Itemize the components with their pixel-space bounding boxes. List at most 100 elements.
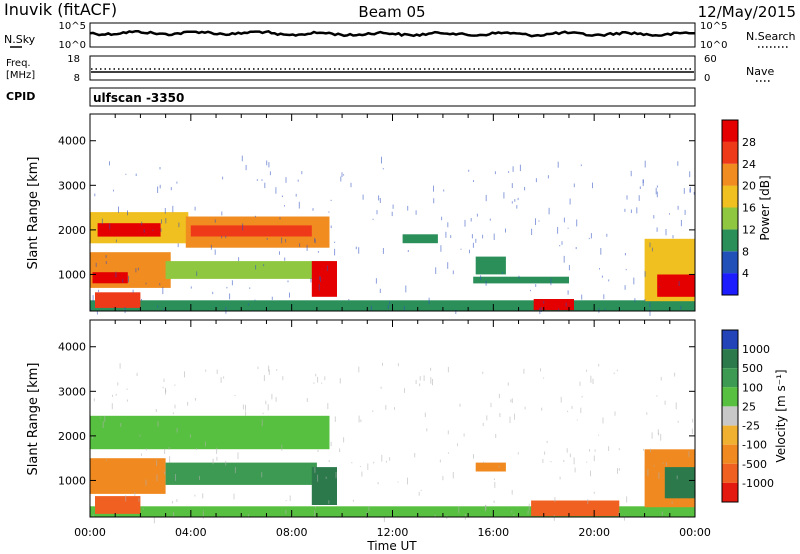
speckle-point: [340, 176, 342, 182]
speckle-point: [285, 177, 287, 183]
speckle-point: [109, 161, 110, 166]
speckle-point: [92, 295, 94, 302]
speckle-point: [222, 176, 224, 180]
colorbar-cell: [722, 207, 738, 230]
data-region: [311, 467, 337, 505]
speckle-point: [153, 516, 155, 524]
speckle-point: [468, 169, 470, 172]
speckle-point: [176, 428, 178, 433]
speckle-point: [382, 248, 384, 254]
speckle-point: [543, 377, 545, 379]
speckle-point: [295, 193, 297, 197]
speckle-point: [593, 491, 595, 494]
speckle-point: [639, 186, 641, 189]
speckle-point: [245, 404, 246, 411]
speckle-point: [310, 278, 312, 283]
speckle-point: [643, 448, 644, 451]
speckle-point: [563, 255, 565, 263]
speckle-point: [285, 239, 287, 243]
speckle-point: [569, 453, 571, 458]
speckle-point: [377, 482, 379, 485]
speckle-point: [190, 286, 192, 289]
speckle-point: [674, 372, 676, 377]
freq-tick-high: 18: [67, 54, 80, 65]
speckle-point: [157, 305, 159, 308]
freq-unit-label: [MHz]: [6, 70, 35, 81]
speckle-point: [256, 179, 258, 181]
noise-panel-frame: [89, 22, 696, 48]
colorbar-cell: [722, 349, 738, 369]
nave-tick-low: 0: [704, 73, 710, 84]
power-colorbar: 4 8 12 16 20 24 28 Power [dB]: [721, 119, 772, 296]
speckle-point: [223, 376, 225, 379]
speckle-point: [176, 181, 178, 184]
speckle-point: [475, 238, 477, 243]
power-colorbar-label: Power [dB]: [758, 175, 772, 240]
power-colorbar-frame: [721, 119, 739, 296]
speckle-point: [341, 172, 343, 177]
time-axis-labels: 00:00 04:00 08:00 12:00 16:00 20:00 00:00: [74, 526, 711, 539]
nsearch-tick-high: 10^5: [700, 21, 727, 32]
speckle-point: [225, 460, 227, 466]
nsky-label: N.Sky: [4, 33, 36, 46]
speckle-point: [216, 369, 218, 374]
speckle-point: [569, 198, 571, 205]
speckle-point: [527, 510, 529, 515]
velocity-colorbar-label: Velocity [m s⁻¹]: [774, 369, 788, 462]
speckle-point: [415, 379, 417, 384]
speckle-point: [452, 471, 454, 479]
speckle-point: [216, 456, 218, 461]
speckle-point: [128, 275, 129, 283]
speckle-point: [126, 388, 128, 390]
speckle-point: [432, 379, 433, 386]
power-y-axis: 1000 2000 3000 4000: [58, 135, 695, 281]
speckle-point: [642, 179, 644, 184]
speckle-point: [599, 268, 600, 270]
speckle-point: [373, 461, 375, 464]
colorbar-tick-label: -100: [742, 439, 767, 452]
colorbar-tick-label: 28: [742, 136, 756, 149]
speckle-point: [299, 243, 301, 247]
speckle-point: [335, 472, 337, 479]
speckle-point: [306, 244, 308, 251]
speckle-point: [588, 237, 590, 240]
power-panel: 1000 2000 3000 4000 Slant Range [km]: [26, 113, 696, 316]
speckle-point: [594, 449, 596, 452]
speckle-point: [624, 253, 626, 256]
speckle-point: [566, 448, 568, 453]
speckle-point: [317, 474, 319, 482]
speckle-point: [435, 267, 437, 274]
speckle-point: [649, 309, 651, 316]
speckle-point: [423, 375, 425, 381]
speckle-point: [165, 389, 167, 393]
speckle-point: [689, 186, 691, 193]
speckle-point: [581, 294, 583, 300]
speckle-point: [455, 309, 457, 314]
speckle-point: [680, 219, 682, 227]
speckle-point: [548, 207, 550, 215]
speckle-point: [560, 396, 562, 403]
speckle-point: [394, 407, 395, 410]
speckle-point: [486, 415, 488, 421]
speckle-point: [389, 457, 391, 461]
speckle-point: [126, 399, 128, 402]
speckle-point: [424, 412, 426, 417]
speckle-point: [483, 461, 485, 463]
speckle-point: [174, 404, 176, 409]
speckle-point: [563, 217, 565, 223]
speckle-point: [339, 378, 341, 384]
speckle-point: [189, 434, 191, 438]
x-tick-label: 08:00: [276, 526, 308, 539]
speckle-point: [550, 278, 552, 286]
speckle-point: [275, 187, 277, 194]
speckle-point: [678, 281, 680, 286]
colorbar-tick-label: 4: [742, 267, 749, 280]
speckle-point: [499, 413, 501, 417]
speckle-point: [473, 454, 474, 459]
speckle-point: [482, 234, 484, 239]
nave-label: Nave: [746, 65, 774, 78]
speckle-point: [355, 246, 357, 250]
speckle-point: [389, 301, 391, 305]
speckle-point: [257, 366, 259, 369]
speckle-point: [162, 386, 164, 389]
